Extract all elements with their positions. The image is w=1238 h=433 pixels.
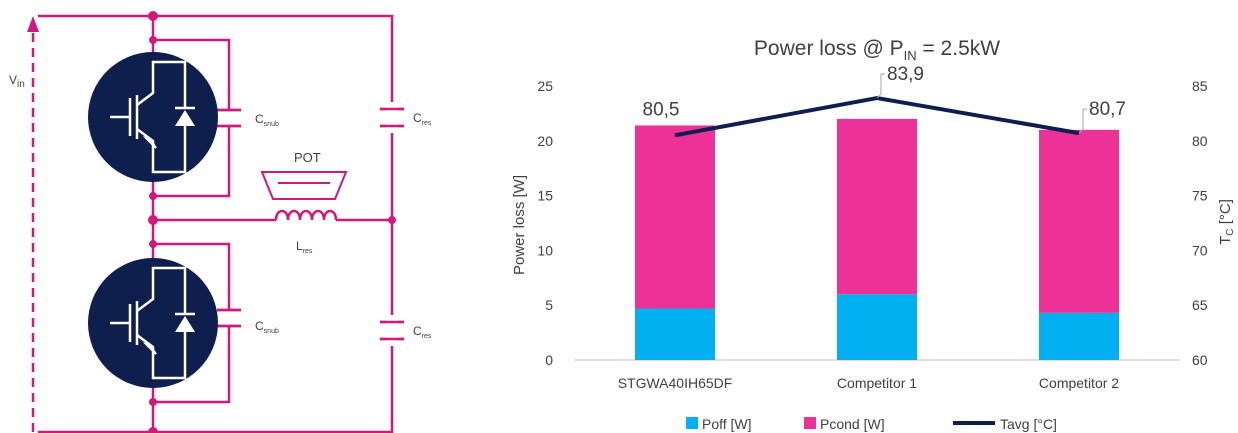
y-tick-label: 20 [537, 133, 553, 149]
bar-pcond [635, 125, 715, 309]
vin-arrow-icon [27, 16, 39, 32]
data-label-leader [876, 73, 885, 99]
bar-poff [1039, 312, 1119, 360]
data-label: 80,5 [643, 99, 680, 120]
pot-label: POT [294, 150, 321, 165]
y-tick-label: 25 [537, 78, 553, 94]
chart-title: Power loss @ PIN = 2.5kW [754, 37, 1000, 63]
legend-swatch [804, 417, 816, 429]
top-igbt-icon [88, 52, 218, 182]
bar-series [635, 118, 1119, 360]
cres-bottom-gap [386, 315, 398, 346]
legend-label: Tavg [°C] [1000, 416, 1057, 432]
bottom-igbt-icon [88, 258, 218, 388]
y-tick-label: 10 [537, 242, 553, 258]
x-tick-label: Competitor 1 [837, 375, 917, 391]
inductor-coil-icon [274, 209, 338, 221]
resonant-half-bridge-schematic [27, 14, 404, 433]
legend-swatch [686, 417, 698, 429]
cres-top-label: Cres [413, 111, 432, 127]
chart-legend: Poff [W] Pcond [W] Tavg [°C] [686, 416, 1057, 432]
top-snubber-wire-lower [153, 126, 231, 198]
left-y-axis: 0 5 10 15 20 25 [537, 78, 553, 368]
lres-label: Lres [296, 239, 313, 255]
data-label: 83,9 [887, 64, 924, 85]
vin-label: Vin [9, 73, 25, 90]
csnub-bottom-gap [221, 312, 237, 324]
bar-pcond [837, 118, 917, 295]
legend-label: Pcond [W] [820, 416, 885, 432]
cres-bottom-label: Cres [413, 324, 432, 340]
data-label-leader [1078, 108, 1087, 134]
x-tick-label: STGWA40IH65DF [618, 375, 733, 391]
csnub-top-label: Csnub [255, 112, 279, 128]
cres-top-gap [386, 102, 398, 133]
top-snubber-wire-upper [153, 38, 231, 110]
data-label: 80,7 [1089, 99, 1126, 120]
y2-tick-label: 75 [1192, 188, 1208, 204]
y-tick-label: 5 [545, 297, 553, 313]
bottom-snubber-wire-lower [153, 326, 231, 404]
y-axis-title: Power loss [W] [511, 175, 528, 275]
bar-poff [837, 294, 917, 360]
y2-tick-label: 85 [1192, 78, 1208, 94]
y2-tick-label: 60 [1192, 352, 1208, 368]
y2-axis-title: TC [°C] [1217, 199, 1236, 245]
csnub-top-gap [221, 112, 237, 124]
y2-tick-label: 70 [1192, 242, 1208, 258]
power-loss-chart: Power loss @ PIN = 2.5kW 0 5 10 15 20 25 60 65… [511, 37, 1236, 432]
y2-tick-label: 80 [1192, 133, 1208, 149]
y-tick-label: 15 [537, 188, 553, 204]
csnub-bottom-label: Csnub [255, 319, 279, 335]
x-tick-label: Competitor 2 [1039, 375, 1119, 391]
y-tick-label: 0 [545, 352, 553, 368]
pot-transformer-icon [260, 171, 348, 200]
line-series: 80,5 83,9 80,7 [643, 64, 1126, 138]
power-rail-wires [38, 14, 394, 433]
legend-label: Poff [W] [702, 416, 752, 432]
x-axis: STGWA40IH65DF Competitor 1 Competitor 2 [618, 375, 1120, 391]
y2-tick-label: 65 [1192, 297, 1208, 313]
bar-pcond [1039, 129, 1119, 313]
bar-poff [635, 308, 715, 360]
bottom-snubber-wire-upper [153, 242, 231, 310]
right-y-axis: 60 65 70 75 80 85 [1192, 78, 1208, 368]
junction-dots [148, 11, 396, 433]
